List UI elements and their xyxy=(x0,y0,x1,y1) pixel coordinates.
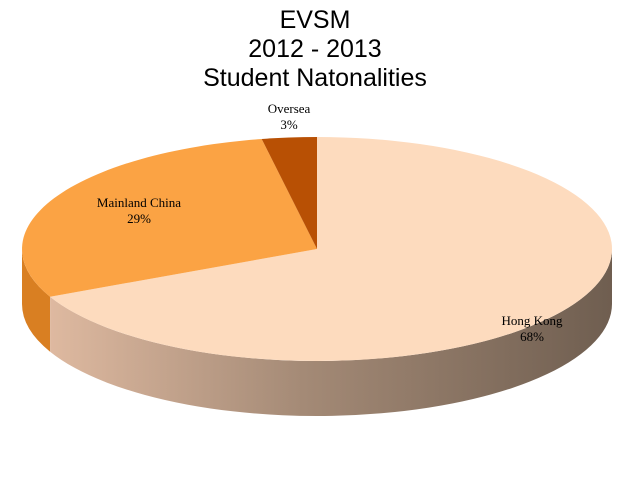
title-line-1: EVSM xyxy=(279,6,351,34)
slice-mainland-china xyxy=(22,139,317,297)
chart-title: EVSM 2012 - 2013 Student Natonalities xyxy=(0,6,630,93)
label-oversea: Oversea xyxy=(268,101,311,116)
label-hong-kong: Hong Kong xyxy=(501,313,563,328)
percent-hong-kong: 68% xyxy=(520,329,544,344)
percent-oversea: 3% xyxy=(280,117,298,132)
side-hong-kong xyxy=(50,249,613,416)
title-line-2: 2012 - 2013 xyxy=(248,35,382,63)
slice-oversea xyxy=(261,137,317,249)
title-line-3: Student Natonalities xyxy=(203,64,427,92)
side-mainland-china xyxy=(22,249,51,352)
label-mainland-china: Mainland China xyxy=(97,195,181,210)
slice-hong-kong xyxy=(50,137,613,361)
percent-mainland-china: 29% xyxy=(127,211,151,226)
